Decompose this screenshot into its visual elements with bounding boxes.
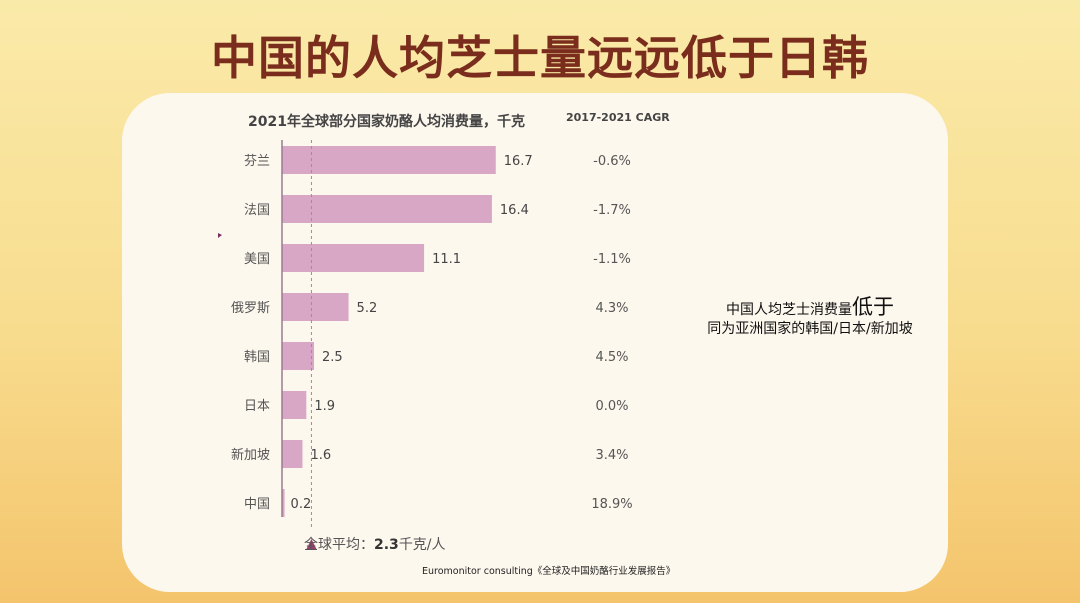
category-label: 芬兰 — [244, 154, 270, 169]
category-label: 韩国 — [244, 350, 270, 365]
category-label: 俄罗斯 — [231, 301, 270, 316]
category-label: 法国 — [244, 203, 270, 218]
annotation-note: 中国人均芝士消费量低于 同为亚洲国家的韩国/日本/新加坡 — [660, 295, 960, 339]
note-line2: 同为亚洲国家的韩国/日本/新加坡 — [707, 321, 913, 337]
chart-title: 2021年全球部分国家奶酪人均消费量，千克 — [248, 114, 525, 130]
stray-marker — [218, 233, 222, 238]
source-note: Euromonitor consulting《全球及中国奶酪行业发展报告》 — [422, 566, 676, 577]
page-title: 中国的人均芝士量远远低于日韩 — [211, 31, 869, 85]
category-label: 中国 — [244, 497, 270, 512]
value-label: 16.4 — [500, 203, 529, 218]
value-label: 5.2 — [357, 301, 378, 316]
chart-card — [122, 93, 948, 592]
average-value: 2.3 — [374, 537, 399, 553]
bar — [282, 293, 349, 321]
value-label: 1.9 — [314, 399, 335, 414]
category-label: 日本 — [244, 399, 270, 414]
average-unit: 千克/人 — [398, 537, 446, 553]
value-label: 11.1 — [432, 252, 461, 267]
value-label: 1.6 — [310, 448, 331, 463]
cagr-label: 4.5% — [595, 350, 628, 365]
cagr-label: -1.1% — [593, 252, 631, 267]
cagr-label: -1.7% — [593, 203, 631, 218]
cagr-label: 4.3% — [595, 301, 628, 316]
value-label: 16.7 — [504, 154, 533, 169]
bar — [282, 391, 307, 419]
cagr-label: -0.6% — [593, 154, 631, 169]
note-line1: 中国人均芝士消费量 — [726, 302, 852, 318]
bar — [282, 195, 492, 223]
average-label: 全球平均：2.3千克/人 — [304, 534, 446, 554]
cagr-header: 2017-2021 CAGR — [566, 111, 670, 124]
bar — [282, 244, 425, 272]
bar — [282, 146, 496, 174]
cagr-label: 0.0% — [595, 399, 628, 414]
category-label: 新加坡 — [231, 447, 270, 463]
average-prefix: 全球平均： — [304, 537, 374, 553]
bar — [282, 342, 314, 370]
cagr-label: 3.4% — [595, 448, 628, 463]
value-label: 0.2 — [291, 497, 312, 512]
cagr-label: 18.9% — [591, 497, 632, 512]
average-marker — [306, 539, 317, 549]
bar — [282, 440, 303, 468]
bar — [282, 489, 285, 517]
value-label: 2.5 — [322, 350, 343, 365]
note-emphasis: 低于 — [852, 295, 894, 319]
category-label: 美国 — [244, 252, 270, 267]
